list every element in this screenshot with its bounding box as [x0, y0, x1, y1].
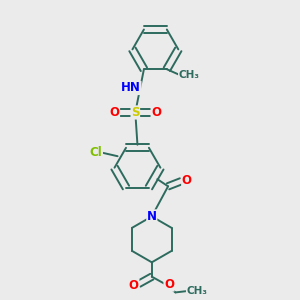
Text: N: N [147, 210, 157, 223]
Text: CH₃: CH₃ [178, 70, 200, 80]
Text: O: O [164, 278, 174, 291]
Text: HN: HN [121, 82, 141, 94]
Text: O: O [182, 174, 192, 187]
Text: O: O [110, 106, 119, 119]
Text: Cl: Cl [90, 146, 103, 159]
Text: CH₃: CH₃ [187, 286, 208, 296]
Text: O: O [151, 106, 161, 119]
Text: O: O [129, 279, 139, 292]
Text: S: S [131, 106, 140, 119]
